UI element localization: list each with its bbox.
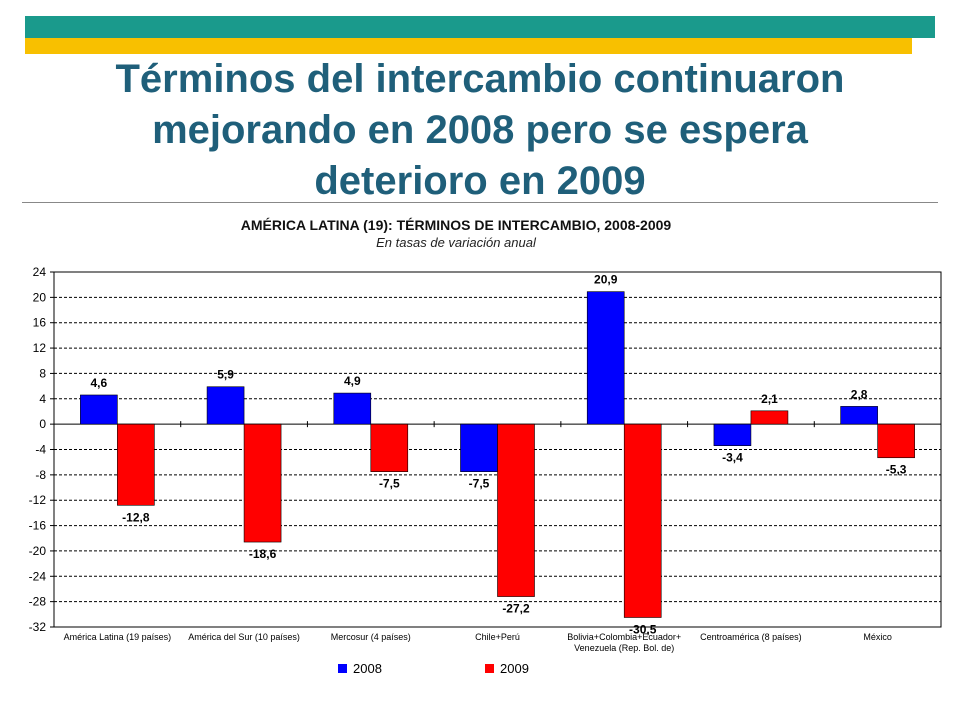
data-label: -5,3 <box>886 463 907 477</box>
y-tick-label: -4 <box>35 443 46 457</box>
legend-label: 2008 <box>353 661 382 676</box>
x-tick-label: América del Sur (10 países) <box>188 632 300 642</box>
x-tick-label: Bolivia+Colombia+Ecuador+ <box>567 632 681 642</box>
bar-2008-6 <box>840 406 878 425</box>
x-tick-label: América Latina (19 países) <box>64 632 172 642</box>
legend-swatch <box>338 664 347 673</box>
x-tick-label: Chile+Perú <box>475 632 520 642</box>
y-tick-label: 20 <box>33 290 47 304</box>
y-tick-label: -28 <box>29 595 47 609</box>
legend-label: 2009 <box>500 661 529 676</box>
bar-2009-2 <box>370 423 409 472</box>
x-tick-label: Centroamérica (8 países) <box>700 632 802 642</box>
bar-2008-2 <box>333 392 372 425</box>
header-teal-bar <box>25 16 935 38</box>
x-tick-label: México <box>863 632 892 642</box>
header-yellow-bar <box>25 38 912 54</box>
data-label: 20,9 <box>594 273 618 287</box>
y-tick-label: 12 <box>33 341 47 355</box>
data-label: -3,4 <box>722 451 743 465</box>
y-tick-label: -32 <box>29 620 47 634</box>
bar-2009-6 <box>877 423 915 459</box>
bar-2008-0 <box>80 394 118 425</box>
plot-frame <box>53 271 942 628</box>
y-tick-label: 4 <box>39 392 46 406</box>
legend-item-2008: 2008 <box>338 661 382 676</box>
bar-2009-0 <box>117 423 155 506</box>
x-tick-label: Venezuela (Rep. Bol. de) <box>574 643 674 653</box>
y-tick-label: -16 <box>29 519 47 533</box>
data-label: -30,5 <box>629 622 657 636</box>
data-label: -18,6 <box>249 547 277 561</box>
x-tick-label: Mercosur (4 países) <box>331 632 411 642</box>
bar-2009-5 <box>750 410 789 425</box>
legend-item-2009: 2009 <box>485 661 529 676</box>
data-label: 4,9 <box>344 374 361 388</box>
bar-2008-3 <box>460 423 498 472</box>
y-tick-label: -12 <box>29 493 47 507</box>
data-label: -7,5 <box>469 477 490 491</box>
data-label: 4,6 <box>91 376 108 390</box>
data-label: -12,8 <box>122 510 150 524</box>
bar-2009-1 <box>243 423 282 543</box>
chart-title: AMÉRICA LATINA (19): TÉRMINOS DE INTERCA… <box>240 217 672 233</box>
bar-2009-4 <box>623 423 662 618</box>
title-divider <box>22 202 938 203</box>
data-label: 5,9 <box>217 368 234 382</box>
y-tick-label: 16 <box>33 316 47 330</box>
slide-title: Términos del intercambio continuaron mej… <box>115 57 845 203</box>
legend-swatch <box>485 664 494 673</box>
data-label: 2,8 <box>851 387 868 401</box>
bar-2009-3 <box>497 423 535 597</box>
bar-2008-5 <box>713 423 752 446</box>
y-tick-label: -8 <box>35 468 46 482</box>
y-tick-label: -20 <box>29 544 47 558</box>
y-tick-label: 0 <box>39 417 46 431</box>
bar-2008-1 <box>206 386 245 425</box>
y-tick-label: 8 <box>39 366 46 380</box>
chart-subtitle: En tasas de variación anual <box>376 235 536 250</box>
data-label: 2,1 <box>761 392 778 406</box>
bar-chart: 24 20 16 12 8 4 0 -4 -8 -12 -16 -20 -24 -28 -32 4,6 5,9 4… <box>29 265 942 653</box>
chart-legend: 2008 2009 <box>0 661 960 681</box>
y-tick-label: 24 <box>33 265 47 279</box>
data-label: -7,5 <box>379 477 400 491</box>
data-label: -27,2 <box>502 602 530 616</box>
y-tick-label: -24 <box>29 569 47 583</box>
bar-2008-4 <box>586 291 625 425</box>
